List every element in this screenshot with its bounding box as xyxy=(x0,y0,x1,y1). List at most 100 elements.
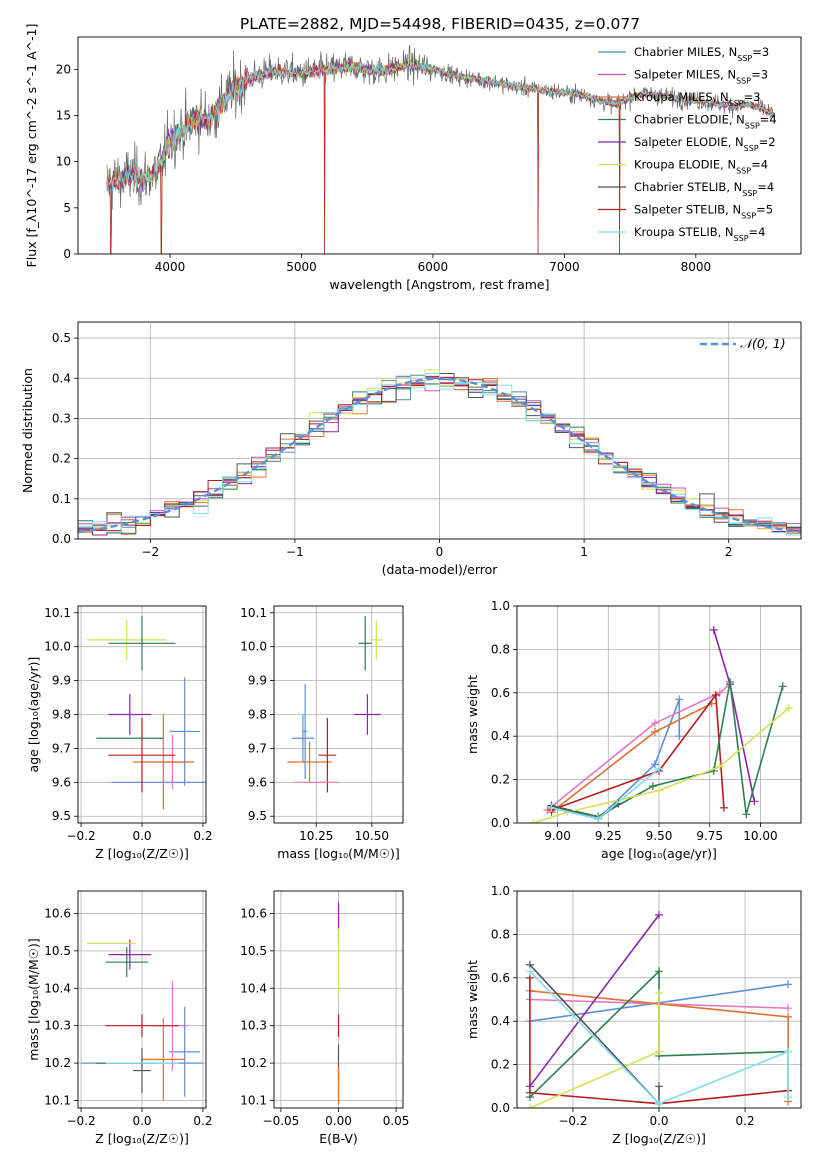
y-tick-label: 1.0 xyxy=(491,599,510,613)
y-tick-label: 9.7 xyxy=(248,741,267,755)
errorbar-point xyxy=(108,694,152,735)
residuals-plot-area xyxy=(78,322,801,539)
errorbar-point xyxy=(169,1006,200,1097)
data-point xyxy=(675,732,684,741)
residuals-axes: −2 −1 0 1 2 0.0 0.1 0.2 0.3 0.4 0.5 (data-model)/er… xyxy=(20,321,802,577)
legend-label: Chabrier ELODIE, NSSP=4 xyxy=(634,113,777,131)
x-tick-label: −0.2 xyxy=(66,829,95,843)
y-tick-label: 0.2 xyxy=(491,773,510,787)
y-axis-label: mass weight xyxy=(465,960,480,1039)
y-tick-label: 10.5 xyxy=(240,944,267,958)
x-axis-label: mass [log₁₀(M/M☉)] xyxy=(277,846,399,861)
data-point xyxy=(742,810,751,819)
data-point xyxy=(525,1082,534,1091)
y-tick-label: 0.3 xyxy=(52,411,71,425)
data-point xyxy=(784,703,793,712)
errorbar-point xyxy=(302,683,308,779)
data-point xyxy=(715,688,724,697)
axes-frame xyxy=(516,605,802,824)
errorbar-point xyxy=(105,947,149,978)
y-tick-label: 0.2 xyxy=(491,1058,510,1072)
histogram-8 xyxy=(78,373,801,539)
data-point xyxy=(655,1047,663,1056)
errorbar-point xyxy=(108,616,176,671)
data-point xyxy=(648,782,657,791)
legend-label: Kroupa STELIB, NSSP=4 xyxy=(634,225,765,243)
y-tick-label: 10.1 xyxy=(240,606,267,620)
x-tick-label: 1 xyxy=(580,545,588,559)
data-point xyxy=(525,967,534,976)
weight-series-6 xyxy=(529,993,660,1108)
errorbar-point xyxy=(132,714,194,810)
weight-series-3 xyxy=(529,977,789,1105)
weight-series-6 xyxy=(532,707,790,823)
data-point xyxy=(778,682,787,691)
data-point xyxy=(784,1004,793,1013)
data-point xyxy=(655,1099,663,1108)
errorbar-point xyxy=(318,717,337,793)
y-tick-label: 10.6 xyxy=(44,906,71,920)
errorbar-point xyxy=(105,1014,179,1037)
mass-vs-Z-plot-area xyxy=(78,891,206,1108)
normal-curve xyxy=(78,377,801,534)
y-tick-label: 0.1 xyxy=(52,492,71,506)
errorbar-point xyxy=(108,939,152,970)
y-tick-label: 10 xyxy=(56,155,71,169)
axes-frame xyxy=(77,36,802,255)
axes-frame xyxy=(273,605,404,824)
figure-title: PLATE=2882, MJD=54498, FIBERID=0435, z=0… xyxy=(240,15,640,33)
data-point xyxy=(709,625,718,634)
weight-vs-Z-plot-area xyxy=(517,891,801,1108)
y-tick-label: 0.8 xyxy=(491,642,510,656)
x-tick-label: 0.00 xyxy=(325,1114,352,1128)
weight-series-5 xyxy=(551,681,784,818)
x-axis-label: age [log₁₀(age/yr)] xyxy=(601,846,717,861)
data-point xyxy=(784,1047,793,1056)
x-tick-label: 0.2 xyxy=(193,1114,212,1128)
data-point xyxy=(525,1093,534,1102)
weight-series-2 xyxy=(551,702,713,813)
legend-label: Chabrier STELIB, NSSP=4 xyxy=(634,180,774,198)
data-point xyxy=(529,819,538,823)
y-tick-label: 0.6 xyxy=(491,971,510,985)
x-tick-label: 0.0 xyxy=(132,1114,151,1128)
data-point xyxy=(784,1093,793,1102)
axes-frame xyxy=(516,890,802,1109)
errorbar-point xyxy=(87,619,167,661)
x-tick-label: 7000 xyxy=(549,260,580,274)
weight-series-4 xyxy=(529,914,660,1087)
x-tick-label: 0.0 xyxy=(649,1114,668,1128)
legend-label: Kroupa ELODIE, NSSP=4 xyxy=(634,158,768,176)
y-tick-label: 15 xyxy=(56,108,71,122)
errorbar-point xyxy=(142,1018,185,1101)
x-tick-label: 0 xyxy=(436,545,444,559)
x-tick-label: −0.05 xyxy=(263,1114,300,1128)
legend-label: Salpeter STELIB, NSSP=5 xyxy=(634,203,773,221)
y-tick-label: 0.0 xyxy=(52,532,71,546)
age-vs-mass-plot-area xyxy=(274,606,403,823)
errorbar-point xyxy=(354,694,381,735)
y-axis-label: mass [log₁₀(M/M☉)] xyxy=(26,938,41,1060)
data-point xyxy=(711,690,720,699)
x-tick-label: −0.2 xyxy=(66,1114,95,1128)
y-tick-label: 10.4 xyxy=(240,981,267,995)
data-point xyxy=(719,803,728,812)
y-tick-label: 0.6 xyxy=(491,686,510,700)
y-tick-label: 0.8 xyxy=(491,927,510,941)
x-tick-label: 5000 xyxy=(286,260,317,274)
mass-vs-ebv-plot-area xyxy=(274,891,403,1108)
y-axis-label: age [log₁₀(age/yr)] xyxy=(26,657,41,773)
legend-label: Salpeter ELODIE, NSSP=2 xyxy=(634,135,776,153)
x-tick-label: 9.50 xyxy=(646,829,673,843)
x-tick-label: −2 xyxy=(141,545,159,559)
data-point xyxy=(650,727,659,736)
x-axis-label: Z [log₁₀(Z/Z☉)] xyxy=(95,846,189,861)
x-axis-label: E(B-V) xyxy=(319,1131,358,1146)
axes-frame xyxy=(77,321,802,540)
x-tick-label: 0.0 xyxy=(132,829,151,843)
x-tick-label: 9.75 xyxy=(696,829,723,843)
errorbar-point xyxy=(132,1048,152,1094)
data-point xyxy=(547,803,556,812)
y-tick-label: 9.5 xyxy=(248,809,267,823)
